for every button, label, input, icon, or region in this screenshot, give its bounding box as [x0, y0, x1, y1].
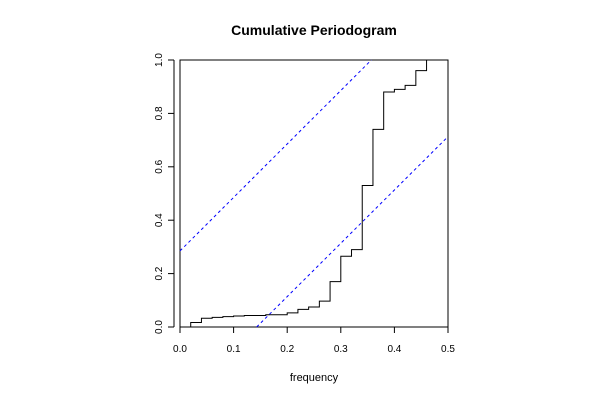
x-tick-label: 0.1 — [227, 344, 241, 355]
series-layer — [179, 59, 449, 328]
x-axis-label: frequency — [290, 372, 339, 384]
y-tick-label: 0.8 — [154, 106, 165, 120]
y-tick-label: 1.0 — [154, 53, 165, 67]
x-tick-label: 0.3 — [334, 344, 348, 355]
confidence-band-line-1 — [179, 59, 372, 252]
y-axis: 0.0 0.2 0.4 0.6 0.8 1.0 — [154, 53, 175, 334]
x-tick-label: 0.0 — [173, 344, 187, 355]
x-tick-label: 0.2 — [280, 344, 294, 355]
y-tick-label: 0.6 — [154, 159, 165, 173]
x-tick-label: 0.5 — [441, 344, 455, 355]
plot-area-border — [179, 59, 449, 328]
cumulative-periodogram-step-line — [190, 59, 438, 327]
y-tick-label: 0.2 — [154, 266, 165, 280]
x-axis: 0.0 0.1 0.2 0.3 0.4 0.5 — [173, 326, 455, 355]
chart-title: Cumulative Periodogram — [231, 22, 397, 38]
y-tick-label: 0.0 — [154, 320, 165, 334]
y-tick-label: 0.4 — [154, 213, 165, 227]
confidence-band-line-2 — [256, 136, 449, 328]
x-tick-label: 0.4 — [387, 344, 401, 355]
